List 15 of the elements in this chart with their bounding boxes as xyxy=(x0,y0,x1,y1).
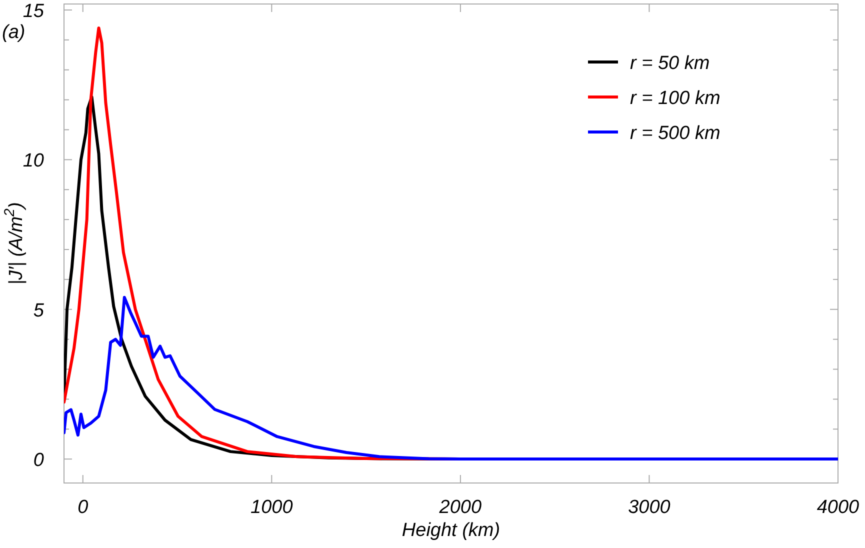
legend-label: r = 100 km xyxy=(630,88,720,109)
y-tick-label: 5 xyxy=(33,300,44,322)
text: (a) xyxy=(2,22,26,43)
y-tick-label: 0 xyxy=(33,450,44,472)
x-tick-label: 4000 xyxy=(816,497,860,518)
x-tick-label: 2000 xyxy=(438,497,482,518)
x-tick-label: 1000 xyxy=(250,497,294,518)
y-tick-label: 10 xyxy=(22,150,44,172)
legend-label: r = 500 km xyxy=(630,123,720,144)
x-axis-title: Height (km) xyxy=(402,520,500,541)
y-tick-label: 15 xyxy=(22,0,44,22)
line-series xyxy=(64,296,838,461)
legend-label: r = 50 km xyxy=(630,53,710,74)
x-tick-label: 3000 xyxy=(628,497,671,518)
x-tick-label: 0 xyxy=(78,497,89,518)
